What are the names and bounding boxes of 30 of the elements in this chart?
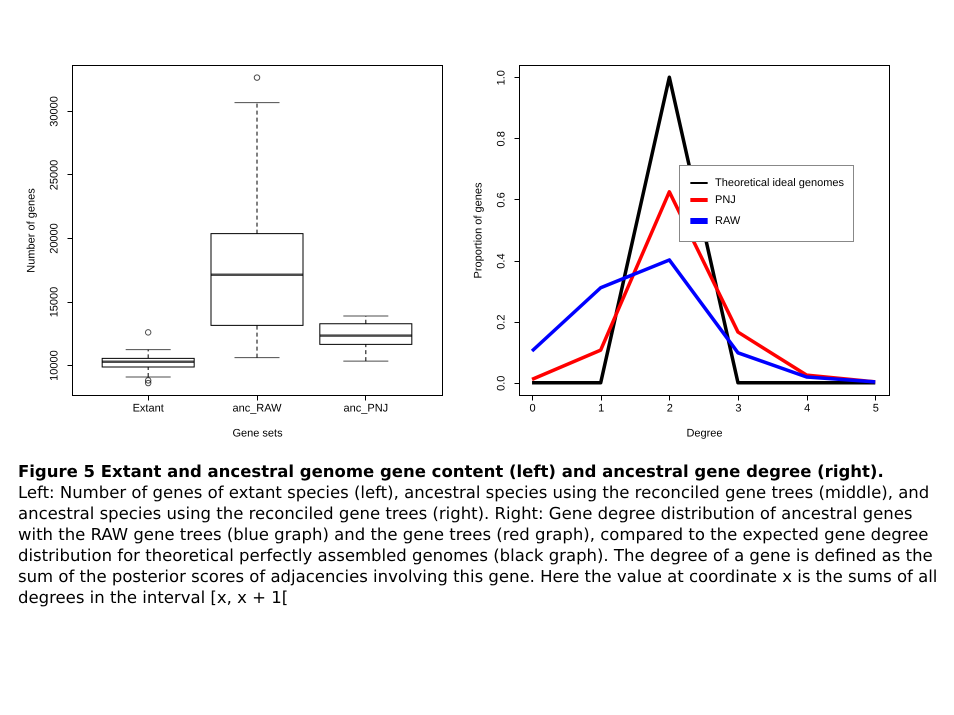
x-tick-label: 3 (735, 402, 742, 414)
y-axis-title: Number of genes (26, 188, 38, 273)
y-tick-label: 0.4 (496, 253, 508, 269)
caption: Figure 5 Extant and ancestral genome gene content (left) and ancestral gene degree (right). (18, 461, 885, 482)
x-tick-label: 4 (804, 402, 810, 414)
legend-label: PNJ (715, 194, 736, 206)
x-tick-label: Extant (132, 402, 164, 414)
x-tick-label: 2 (666, 402, 673, 414)
y-tick-label: 1.0 (496, 70, 508, 86)
y-tick-label: 0.0 (496, 376, 508, 391)
legend-label: RAW (715, 215, 741, 227)
y-tick-label: 15000 (48, 286, 60, 318)
y-tick-label: 0.8 (496, 131, 508, 146)
x-tick-label: anc_PNJ (344, 402, 388, 414)
x-tick-label: 1 (598, 402, 604, 414)
x-tick-label: anc_RAW (232, 402, 282, 414)
x-tick-label: 5 (872, 402, 879, 414)
y-tick-label: 0.2 (496, 314, 508, 330)
y-axis-title: Proportion of genes (472, 182, 484, 279)
legend-label: Theoretical ideal genomes (715, 177, 845, 189)
text: Left: Number of genes of extant species (left), ancestral species using the reconciled gene trees (middle), and ancestral species using the reconciled gene trees (right). Right: Gene degree distribution of ancestral genes with the RAW gene trees (blue graph) and the gene trees (red graph), compared to the expected gene degree distribution for theoretical perfectly assembled genomes (black graph). The degree of a gene is defined as the sum of the posterior scores of adjacencies involving this gene. Here the value at coordinate x is the sums of all degrees in the interval [x, x + 1[ (18, 483, 938, 607)
y-tick-label: 30000 (48, 96, 60, 127)
x-axis-title: Degree (686, 428, 723, 440)
y-tick-label: 10000 (48, 350, 60, 381)
y-tick-label: 0.6 (496, 192, 508, 208)
y-tick-label: 20000 (48, 223, 60, 254)
line-series (530, 258, 878, 384)
y-tick-label: 25000 (48, 160, 60, 190)
x-tick-label: 0 (529, 402, 536, 414)
x-axis-title: Gene sets (232, 428, 284, 440)
